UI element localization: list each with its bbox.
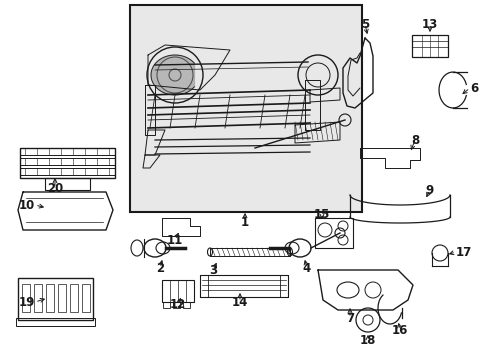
Bar	[16, 318, 95, 326]
Text: 10: 10	[19, 198, 35, 212]
Bar	[20, 148, 115, 155]
Text: 7: 7	[345, 311, 353, 324]
Bar	[20, 148, 115, 178]
Bar	[200, 275, 287, 297]
Text: 12: 12	[169, 298, 186, 311]
Bar	[45, 178, 90, 190]
Bar	[18, 278, 93, 320]
Polygon shape	[151, 55, 194, 95]
Text: 16: 16	[391, 324, 407, 337]
Text: 9: 9	[425, 184, 433, 197]
Bar	[70, 284, 78, 312]
Text: 15: 15	[313, 207, 329, 220]
Bar	[163, 302, 170, 308]
Text: 17: 17	[455, 246, 471, 258]
Bar	[183, 302, 190, 308]
Bar	[130, 5, 361, 212]
Bar	[46, 284, 54, 312]
Bar	[20, 158, 115, 165]
Text: 13: 13	[421, 18, 437, 31]
Text: 20: 20	[47, 181, 63, 194]
Bar	[34, 284, 42, 312]
Bar	[82, 284, 90, 312]
Text: 4: 4	[302, 261, 310, 274]
Text: 18: 18	[359, 333, 375, 346]
Bar	[314, 218, 352, 248]
Text: 3: 3	[208, 264, 217, 276]
Bar	[200, 275, 207, 297]
Bar	[58, 284, 66, 312]
Text: 11: 11	[166, 234, 183, 247]
Text: 5: 5	[360, 18, 368, 31]
Bar	[162, 280, 194, 302]
Bar	[173, 302, 180, 308]
Bar	[22, 284, 30, 312]
Bar	[280, 275, 287, 297]
Text: 2: 2	[156, 261, 164, 274]
Text: 14: 14	[231, 296, 248, 309]
Text: 19: 19	[19, 296, 35, 309]
Bar	[209, 248, 289, 256]
Bar	[20, 168, 115, 175]
Text: 8: 8	[410, 134, 418, 147]
Bar	[411, 35, 447, 57]
Text: 1: 1	[241, 216, 248, 229]
Text: 6: 6	[469, 81, 477, 95]
